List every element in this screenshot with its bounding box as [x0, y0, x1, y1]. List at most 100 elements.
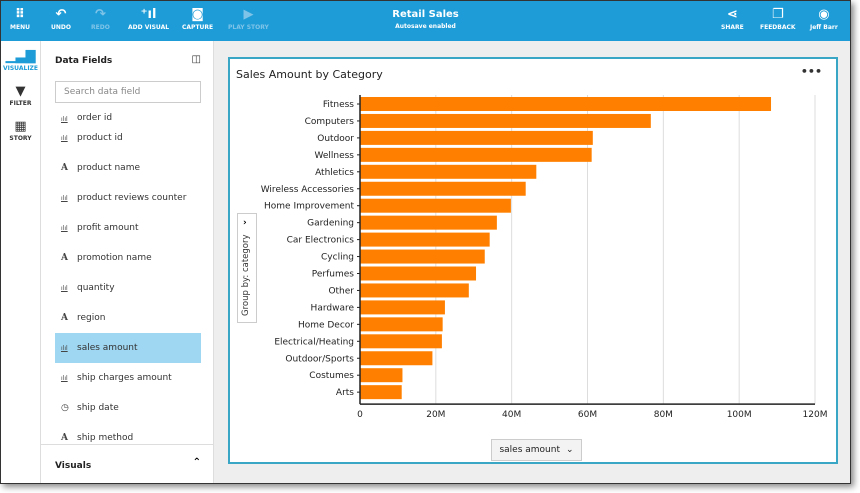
measure-icon: ılıl [61, 284, 68, 292]
feedback-icon: ❐ [771, 7, 784, 22]
field-item[interactable]: ılıl product id [55, 123, 201, 153]
share-icon: ⋖ [726, 7, 738, 22]
more-options-icon[interactable]: ••• [800, 65, 822, 78]
grid-icon: ⠿ [14, 7, 26, 22]
redo-icon: ↷ [94, 7, 106, 22]
redo-button[interactable]: ↷ REDO [91, 7, 110, 31]
bar [360, 147, 592, 162]
bar-chart-icon: ▁▃▇ [5, 49, 36, 64]
collapse-panel-icon[interactable]: ◫ [191, 54, 201, 65]
measure-icon: ılıl [61, 194, 68, 202]
field-label: ship charges amount [77, 373, 172, 383]
filter-icon: ▼ [15, 84, 26, 99]
bar [360, 351, 433, 366]
field-label: ship date [77, 403, 119, 413]
visuals-section[interactable]: Visuals ⌃ [41, 444, 213, 483]
x-tick-label: 80M [654, 410, 673, 420]
text-field-icon: A [61, 253, 68, 263]
category-label: Athletics [315, 168, 354, 178]
field-item[interactable]: ılıl ship charges amount [55, 363, 201, 393]
autosave-status: Autosave enabled [395, 23, 456, 30]
x-tick-label: 100M [727, 410, 752, 420]
share-button[interactable]: ⋖ SHARE [721, 7, 744, 31]
capture-button[interactable]: ◙ CAPTURE [182, 7, 214, 31]
menu-button[interactable]: ⠿ MENU [10, 7, 30, 31]
category-label: Car Electronics [287, 236, 355, 246]
feedback-button[interactable]: ❐ FEEDBACK [760, 7, 796, 31]
category-label: Arts [336, 388, 354, 398]
bar [360, 215, 497, 230]
bar [360, 283, 469, 298]
bar [360, 249, 485, 264]
rail-visualize[interactable]: ▁▃▇ VISUALIZE [2, 49, 39, 72]
clock-icon: ◷ [61, 403, 69, 413]
category-label: Gardening [307, 219, 354, 229]
bar-chart: 0 20M 40M 60M 80M 100M 120M Fitness Computers Out… [261, 95, 827, 420]
field-label: product id [77, 133, 123, 143]
field-label: promotion name [77, 253, 152, 263]
bar [360, 164, 537, 179]
bar [360, 181, 526, 196]
category-label: Outdoor [317, 134, 354, 144]
bar [360, 113, 651, 128]
rail-filter[interactable]: ▼ FILTER [1, 84, 40, 107]
chevron-up-icon[interactable]: ⌃ [192, 457, 201, 468]
field-label: ship method [77, 433, 134, 443]
text-field-icon: A [61, 433, 68, 443]
x-tick-label: 60M [578, 410, 597, 420]
category-label: Other [328, 286, 354, 296]
add-chart-icon: ⁺ıl [140, 7, 157, 22]
measure-icon: ılıl [61, 224, 68, 232]
measure-icon: ılıl [61, 344, 68, 352]
category-label: Costumes [309, 371, 354, 381]
measure-icon: ılıl [61, 134, 68, 142]
chevron-right-icon: › [243, 218, 247, 228]
data-fields-panel: Data Fields ◫ ılıl order id ılıl product id… [41, 41, 214, 483]
category-label: Home Improvement [264, 202, 354, 212]
field-label: quantity [77, 283, 115, 293]
field-item[interactable]: ılıl sales amount [55, 333, 201, 363]
bar [360, 368, 403, 383]
field-label: product reviews counter [77, 193, 187, 203]
field-item[interactable]: ◷ ship date [55, 393, 201, 423]
category-label: Fitness [323, 100, 354, 110]
x-tick-label: 20M [426, 410, 445, 420]
category-label: Perfumes [312, 270, 355, 280]
user-menu[interactable]: ◉ Jeff Barr [810, 7, 838, 31]
left-rail: ▁▃▇ VISUALIZE ▼ FILTER ▦ STORY [1, 41, 41, 483]
group-by-toggle[interactable]: › Group by: category [237, 213, 257, 323]
undo-button[interactable]: ↶ UNDO [51, 7, 71, 31]
bar [360, 317, 443, 332]
visual-title: Sales Amount by Category [236, 68, 383, 81]
play-story-button[interactable]: ▶ PLAY STORY [228, 7, 269, 31]
category-label: Wireless Accessories [261, 185, 355, 195]
field-item[interactable]: ılıl quantity [55, 273, 201, 303]
camera-icon: ◙ [191, 7, 204, 22]
chevron-down-icon: ⌄ [565, 445, 574, 455]
field-item[interactable]: ılıl profit amount [55, 213, 201, 243]
film-icon: ▦ [14, 119, 27, 134]
bar [360, 198, 511, 213]
field-item[interactable]: ılıl product reviews counter [55, 183, 201, 213]
search-data-field-input[interactable] [55, 81, 201, 103]
user-icon: ◉ [818, 7, 830, 22]
text-field-icon: A [61, 163, 68, 173]
undo-icon: ↶ [55, 7, 67, 22]
add-visual-button[interactable]: ⁺ıl ADD VISUAL [128, 7, 170, 31]
category-label: Hardware [311, 303, 355, 313]
field-label: region [77, 313, 106, 323]
bar [360, 334, 442, 349]
category-label: Wellness [314, 151, 354, 161]
category-label: Electrical/Heating [274, 337, 354, 347]
x-axis-field-dropdown[interactable]: sales amount ⌄ [491, 439, 582, 461]
visual-card[interactable]: 0 20M 40M 60M 80M 100M 120M Fitness Computers Out… [228, 57, 838, 464]
top-toolbar: ⠿ MENU ↶ UNDO ↷ REDO ⁺ıl ADD VISUAL ◙ CAPTURE… [1, 1, 850, 41]
field-item[interactable]: ılıl order id [55, 105, 201, 123]
play-icon: ▶ [243, 7, 254, 22]
rail-story[interactable]: ▦ STORY [1, 119, 40, 142]
